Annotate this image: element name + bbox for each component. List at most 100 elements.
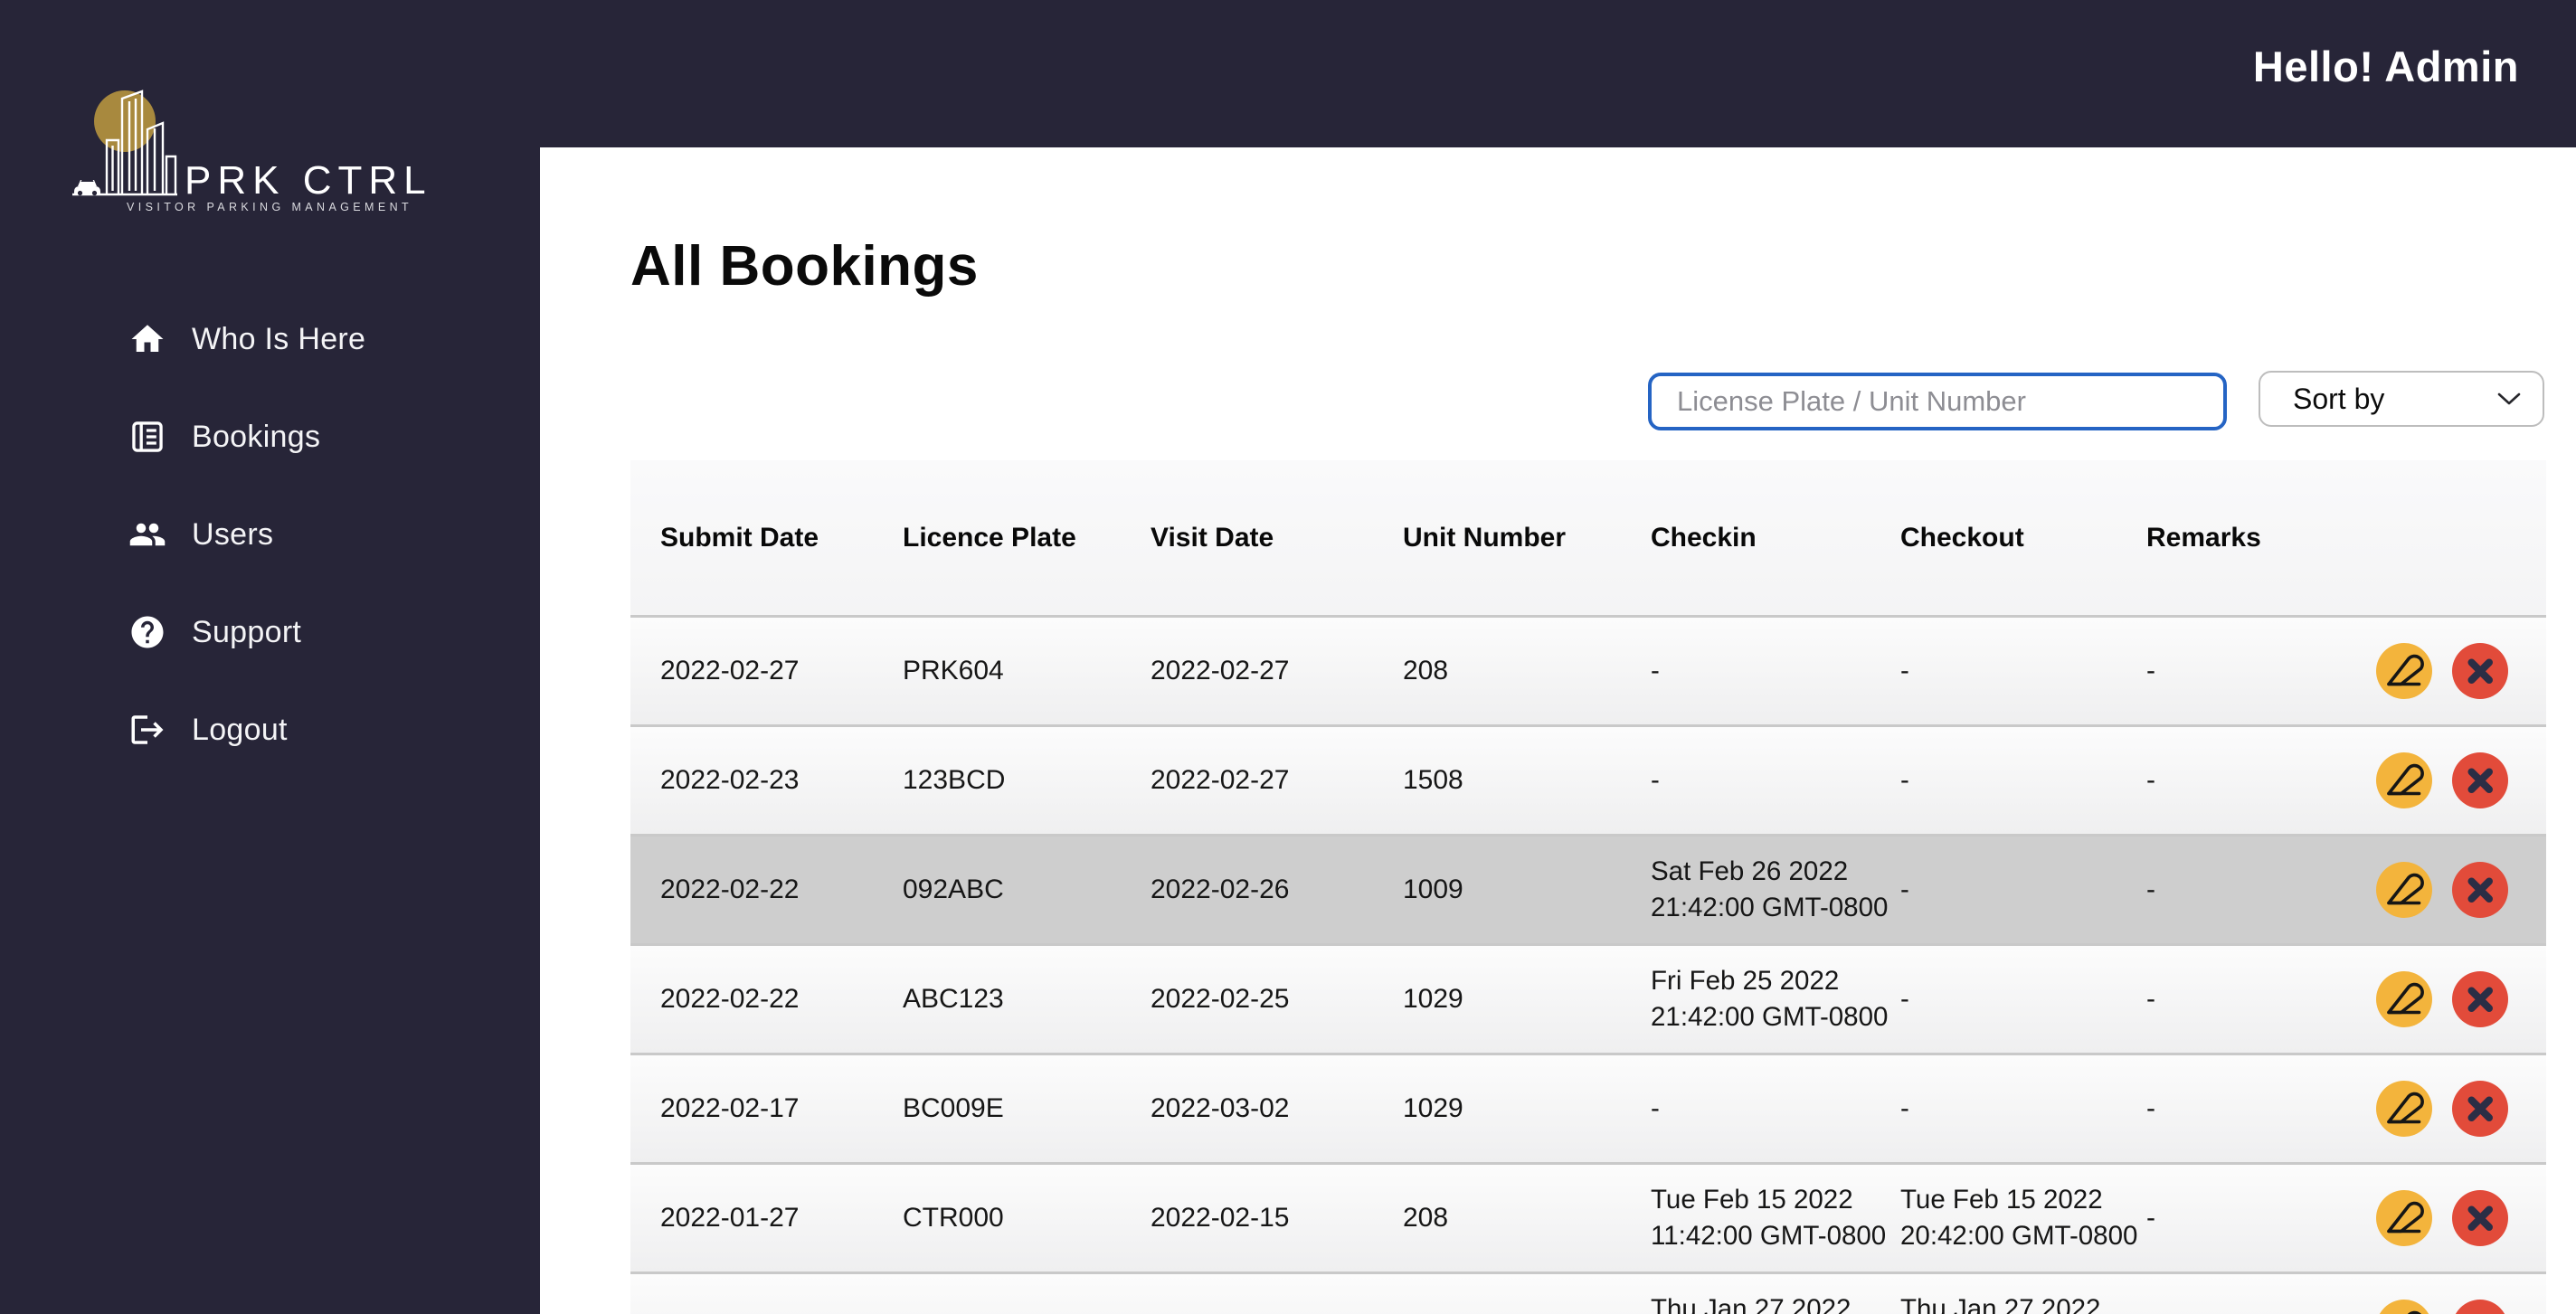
row-actions bbox=[2331, 1300, 2546, 1314]
sidebar-item-users[interactable]: Users bbox=[0, 503, 540, 566]
cell-visit-date: 2022-02-26 bbox=[1151, 874, 1290, 904]
cell-checkin: Fri Feb 25 2022 21:42:00 GMT-0800 bbox=[1651, 966, 1889, 1032]
sidebar-item-logout[interactable]: Logout bbox=[0, 698, 540, 761]
delete-button[interactable] bbox=[2452, 1190, 2508, 1246]
cell-visit-date: 2022-02-27 bbox=[1151, 656, 1290, 685]
edit-button[interactable] bbox=[2376, 971, 2432, 1027]
edit-button[interactable] bbox=[2376, 862, 2432, 918]
users-icon bbox=[128, 515, 166, 553]
sidebar-nav: Who Is Here Bookings Users Support bbox=[0, 307, 540, 796]
cell-remarks: - bbox=[2146, 1093, 2155, 1123]
delete-button[interactable] bbox=[2452, 971, 2508, 1027]
col-header-remarks: Remarks bbox=[2146, 522, 2261, 553]
table-row[interactable]: 2022-02-22 ABC123 2022-02-25 1029 Fri Fe… bbox=[630, 946, 2546, 1055]
sidebar-item-label: Logout bbox=[192, 712, 288, 747]
col-header-unit-number: Unit Number bbox=[1403, 522, 1566, 553]
cell-unit-number: 208 bbox=[1403, 656, 1449, 685]
sidebar-item-label: Support bbox=[192, 614, 302, 649]
table-row[interactable]: Thu Jan 27 2022 Thu Jan 27 2022 bbox=[630, 1274, 2546, 1314]
cell-submit-date: 2022-02-23 bbox=[660, 765, 800, 795]
x-icon bbox=[2467, 658, 2493, 684]
delete-button[interactable] bbox=[2452, 1081, 2508, 1137]
col-header-checkin: Checkin bbox=[1651, 522, 1757, 553]
cell-licence-plate: CTR000 bbox=[903, 1203, 1004, 1233]
cell-remarks: - bbox=[2146, 656, 2155, 685]
row-actions bbox=[2331, 643, 2546, 699]
table-header-row: Submit Date Licence Plate Visit Date Uni… bbox=[630, 460, 2546, 618]
home-icon bbox=[128, 320, 166, 358]
bookings-table: Submit Date Licence Plate Visit Date Uni… bbox=[630, 460, 2546, 1314]
cell-remarks: - bbox=[2146, 1203, 2155, 1233]
sidebar-item-support[interactable]: Support bbox=[0, 600, 540, 664]
cell-unit-number: 1029 bbox=[1403, 1093, 1463, 1123]
cell-checkin: - bbox=[1651, 1093, 1660, 1123]
x-icon bbox=[2452, 1300, 2508, 1314]
edit-button[interactable] bbox=[2376, 1190, 2432, 1246]
sidebar-item-bookings[interactable]: Bookings bbox=[0, 405, 540, 468]
table-row[interactable]: 2022-02-27 PRK604 2022-02-27 208 - - - bbox=[630, 618, 2546, 727]
bookings-ledger-icon bbox=[128, 418, 166, 456]
cell-unit-number: 1029 bbox=[1403, 984, 1463, 1014]
cell-visit-date bbox=[1151, 1274, 1403, 1291]
cell-checkout: - bbox=[1900, 765, 1909, 795]
brand-logo: PRK CTRL VISITOR PARKING MANAGEMENT bbox=[72, 90, 432, 213]
cell-checkout: - bbox=[1900, 874, 1909, 904]
edit-button[interactable] bbox=[2376, 643, 2432, 699]
edit-button[interactable] bbox=[2376, 752, 2432, 808]
pencil-icon bbox=[2407, 1310, 2421, 1314]
brand-name: PRK CTRL bbox=[185, 158, 432, 203]
greeting-text: Hello! Admin bbox=[2252, 43, 2519, 90]
cell-unit-number: 1009 bbox=[1403, 874, 1463, 904]
cell-checkin: Thu Jan 27 2022 bbox=[1651, 1294, 1852, 1314]
row-actions bbox=[2331, 862, 2546, 918]
chevron-down-icon bbox=[2497, 392, 2521, 405]
search-input[interactable] bbox=[1648, 373, 2227, 430]
sidebar-item-label: Who Is Here bbox=[192, 321, 366, 356]
cell-unit-number: 1508 bbox=[1403, 765, 1463, 795]
cell-visit-date: 2022-02-15 bbox=[1151, 1203, 1290, 1233]
pencil-icon bbox=[2387, 1092, 2424, 1124]
col-header-checkout: Checkout bbox=[1900, 522, 2024, 553]
delete-button[interactable] bbox=[2452, 862, 2508, 918]
col-header-licence-plate: Licence Plate bbox=[903, 522, 1076, 553]
x-icon bbox=[2467, 987, 2493, 1012]
cell-submit-date: 2022-02-22 bbox=[660, 984, 800, 1014]
table-row[interactable]: 2022-01-27 CTR000 2022-02-15 208 Tue Feb… bbox=[630, 1165, 2546, 1274]
cell-remarks: - bbox=[2146, 984, 2155, 1014]
sort-by-select[interactable]: Sort by bbox=[2259, 371, 2544, 427]
sidebar: PRK CTRL VISITOR PARKING MANAGEMENT Who … bbox=[0, 0, 540, 1314]
cell-visit-date: 2022-03-02 bbox=[1151, 1093, 1290, 1123]
brand-tagline: VISITOR PARKING MANAGEMENT bbox=[127, 201, 412, 213]
table-row[interactable]: 2022-02-22 092ABC 2022-02-26 1009 Sat Fe… bbox=[630, 837, 2546, 946]
cell-remarks bbox=[2146, 1274, 2331, 1291]
cell-submit-date: 2022-02-17 bbox=[660, 1093, 800, 1123]
cell-submit-date: 2022-02-27 bbox=[660, 656, 800, 685]
page-title: All Bookings bbox=[630, 235, 979, 298]
sidebar-item-label: Bookings bbox=[192, 419, 321, 454]
cell-remarks: - bbox=[2146, 874, 2155, 904]
logo-gold-circle bbox=[94, 90, 156, 152]
cell-checkin: Sat Feb 26 2022 21:42:00 GMT-0800 bbox=[1651, 856, 1889, 922]
delete-button[interactable] bbox=[2452, 752, 2508, 808]
delete-button[interactable] bbox=[2452, 1300, 2508, 1314]
cell-licence-plate: BC009E bbox=[903, 1093, 1004, 1123]
cell-licence-plate: PRK604 bbox=[903, 656, 1004, 685]
logo-buildings-icon bbox=[72, 90, 177, 196]
sidebar-item-who-is-here[interactable]: Who Is Here bbox=[0, 307, 540, 371]
help-icon bbox=[128, 613, 166, 651]
table-row[interactable]: 2022-02-17 BC009E 2022-03-02 1029 - - - bbox=[630, 1055, 2546, 1165]
pencil-icon bbox=[2387, 982, 2424, 1015]
pencil-icon bbox=[2387, 1201, 2424, 1234]
delete-button[interactable] bbox=[2452, 643, 2508, 699]
cell-unit-number bbox=[1403, 1274, 1651, 1291]
cell-remarks: - bbox=[2146, 765, 2155, 795]
cell-checkout: - bbox=[1900, 656, 1909, 685]
x-icon bbox=[2467, 877, 2493, 903]
table-row[interactable]: 2022-02-23 123BCD 2022-02-27 1508 - - - bbox=[630, 727, 2546, 837]
cell-visit-date: 2022-02-25 bbox=[1151, 984, 1290, 1014]
edit-button[interactable] bbox=[2376, 1300, 2432, 1314]
edit-button[interactable] bbox=[2376, 1081, 2432, 1137]
col-header-visit-date: Visit Date bbox=[1151, 522, 1274, 553]
logo-car-icon bbox=[74, 178, 100, 196]
cell-checkin: - bbox=[1651, 656, 1660, 685]
